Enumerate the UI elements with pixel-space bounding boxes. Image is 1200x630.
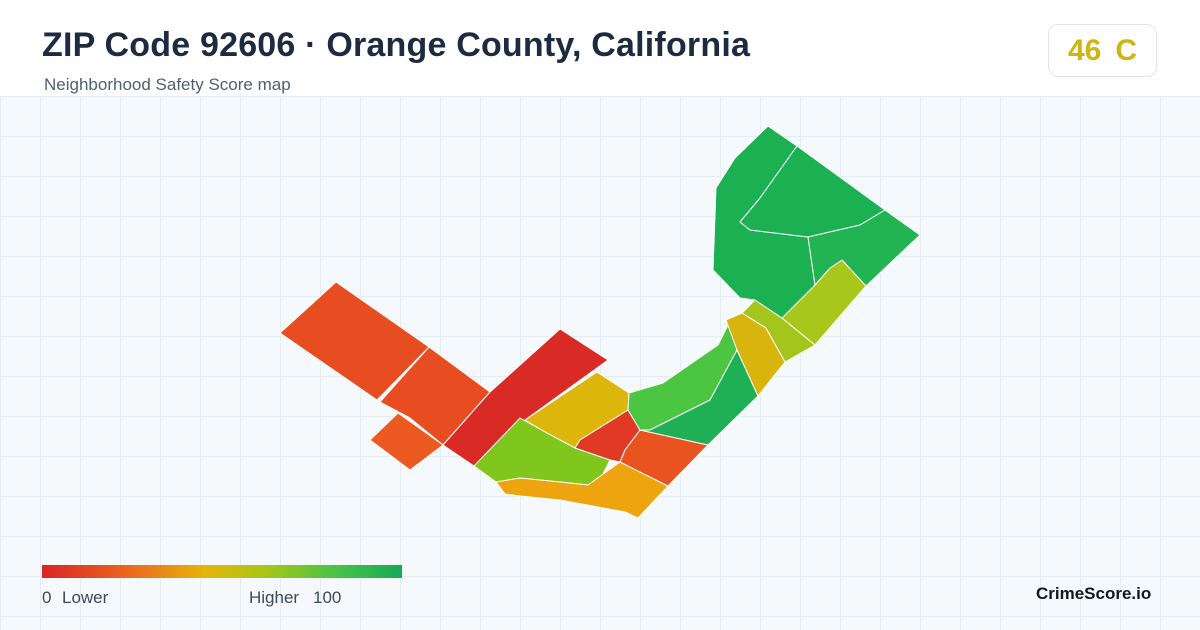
legend-max-value: 100 <box>313 588 342 607</box>
page-subtitle: Neighborhood Safety Score map <box>44 75 291 94</box>
page-title: ZIP Code 92606 · Orange County, Californ… <box>42 26 751 64</box>
score-value: 46 <box>1067 33 1102 67</box>
score-grade: C <box>1115 33 1138 67</box>
score-badge: 46 C <box>1048 24 1157 77</box>
legend-min-label: Lower <box>62 588 109 607</box>
page-header: ZIP Code 92606 · Orange County, Californ… <box>0 0 1200 96</box>
legend-min-value: 0 <box>42 588 52 607</box>
map-region-south-orange[interactable] <box>495 461 669 519</box>
legend-color-scale <box>42 565 402 578</box>
map-region-west-mid[interactable] <box>379 346 491 446</box>
map-region-north-green-c[interactable] <box>807 209 921 287</box>
legend-max-label: Higher <box>249 588 300 607</box>
brand-logo-text: CrimeScore.io <box>1036 584 1152 603</box>
